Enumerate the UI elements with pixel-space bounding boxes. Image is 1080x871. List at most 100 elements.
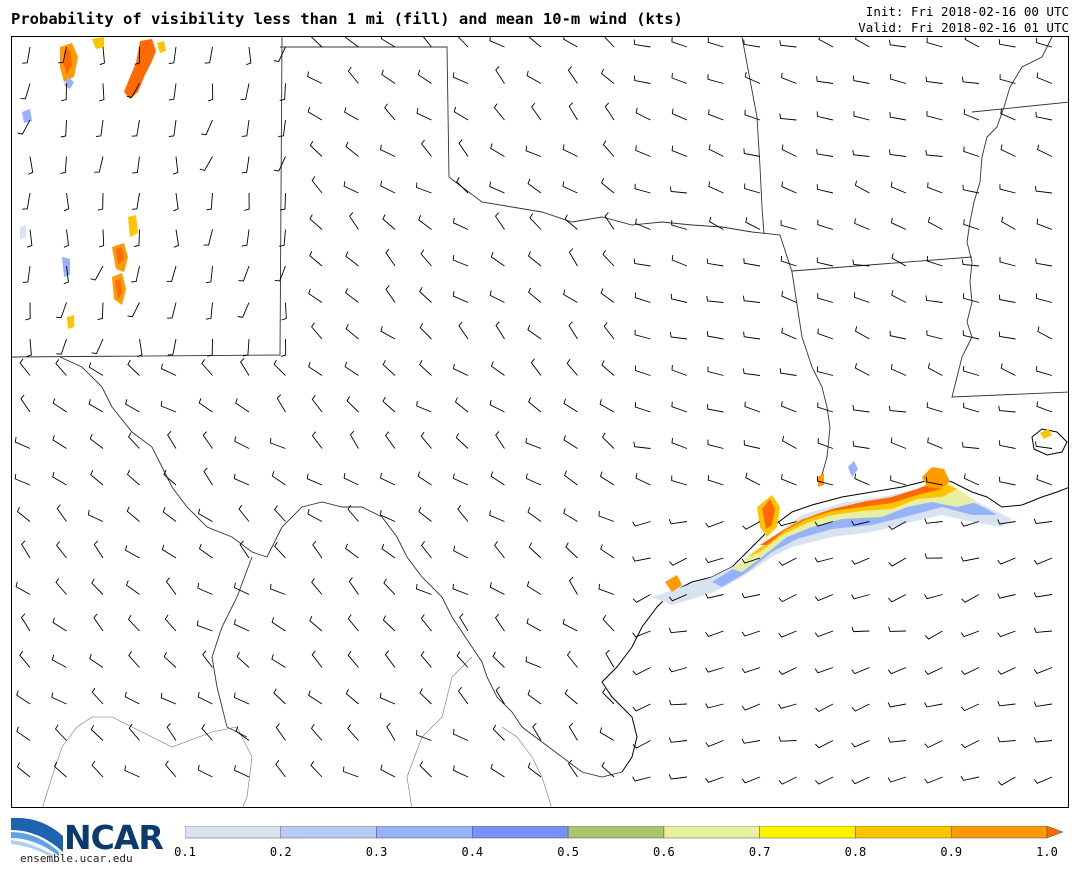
map-panel[interactable] [11,36,1069,808]
wind-barb [744,183,761,194]
wind-barb [997,630,1016,638]
wind-barb [926,256,943,267]
wind-barb [452,729,469,741]
wind-barb [779,113,797,121]
wind-barb [527,762,542,778]
wind-barb [490,252,505,267]
wind-barb [599,471,615,486]
wind-barb [271,617,286,632]
wind-barb [960,703,980,712]
wind-barb [745,472,761,486]
wind-barb [668,594,688,602]
wind-barb [380,326,396,340]
wind-barb [124,691,140,705]
wind-barb [564,470,578,486]
wind-barb [706,258,724,267]
wind-barb [998,331,1016,340]
wind-barb [382,615,396,632]
wind-barb [526,618,542,632]
wind-barb [925,295,943,303]
wind-barb [127,302,140,318]
wind-barb [742,295,761,303]
wind-barb [814,667,834,674]
wind-barb [888,405,907,413]
wind-barb [207,83,214,102]
wind-barb [345,324,359,340]
wind-barb [962,330,980,340]
wind-barb [1036,366,1053,376]
wind-barb [963,146,980,157]
wind-barb [602,249,615,267]
wind-barb [814,557,834,563]
wind-barb [745,217,761,230]
wind-barb [817,219,834,230]
wind-barb [52,471,67,486]
wind-barb [961,740,980,749]
wind-barb [280,192,286,211]
wind-barb [962,184,980,194]
wind-barb [817,328,834,340]
wind-barb [416,182,432,194]
wind-barb [707,439,724,449]
wind-barb [310,760,323,778]
wind-barb [568,722,578,741]
wind-barb [708,181,724,194]
wind-barb [128,432,140,449]
wind-barb [705,703,724,709]
wind-barb [926,402,943,413]
wind-barb [741,557,761,564]
wind-barb [963,402,980,413]
wind-barb [233,473,250,486]
wind-barb [816,184,834,194]
wind-barb [567,66,578,84]
wind-barb [161,544,177,559]
wind-barb [604,102,615,121]
wind-barb [56,541,67,559]
wind-barb [600,68,615,84]
wind-barb [244,192,250,211]
wind-barb [459,613,469,632]
wind-barb [20,83,31,100]
wind-barb [198,543,213,559]
wind-barb [634,402,651,413]
wind-barb [670,293,688,303]
wind-barb [963,293,980,303]
wind-barb [160,400,177,413]
wind-barb [22,46,31,64]
wind-barb [816,257,834,267]
wind-barb [888,149,907,157]
wind-barb [563,37,578,48]
wind-barb [164,614,177,632]
wind-barb [778,776,797,785]
wind-barb [854,326,870,340]
wind-barb [52,617,67,632]
wind-barb [271,654,286,668]
wind-barb [744,109,761,121]
wind-barb [632,630,651,638]
wind-barb [532,722,542,741]
wind-barb [778,557,797,566]
wind-barb [744,401,761,413]
wind-barb [960,556,980,562]
wind-barb [924,740,943,749]
wind-barb [160,363,177,376]
wind-barb [417,471,432,486]
wind-barb [452,363,469,376]
wind-barb [163,652,177,668]
wind-barb [960,667,980,675]
wind-barb [134,46,141,65]
wind-barb [419,286,432,303]
wind-barb [708,216,724,230]
wind-barb [280,338,287,357]
wind-barb [960,630,980,638]
wind-barb [308,361,323,376]
colorbar-tick-label: 0.3 [365,845,388,859]
wind-barb [493,103,505,121]
wind-barb [526,70,542,84]
fog-probability-fill-west [20,37,166,329]
wind-barb [236,652,250,668]
wind-barb [311,577,323,595]
wind-barb [132,156,140,174]
wind-barb [384,103,396,121]
wind-barb [744,72,761,84]
